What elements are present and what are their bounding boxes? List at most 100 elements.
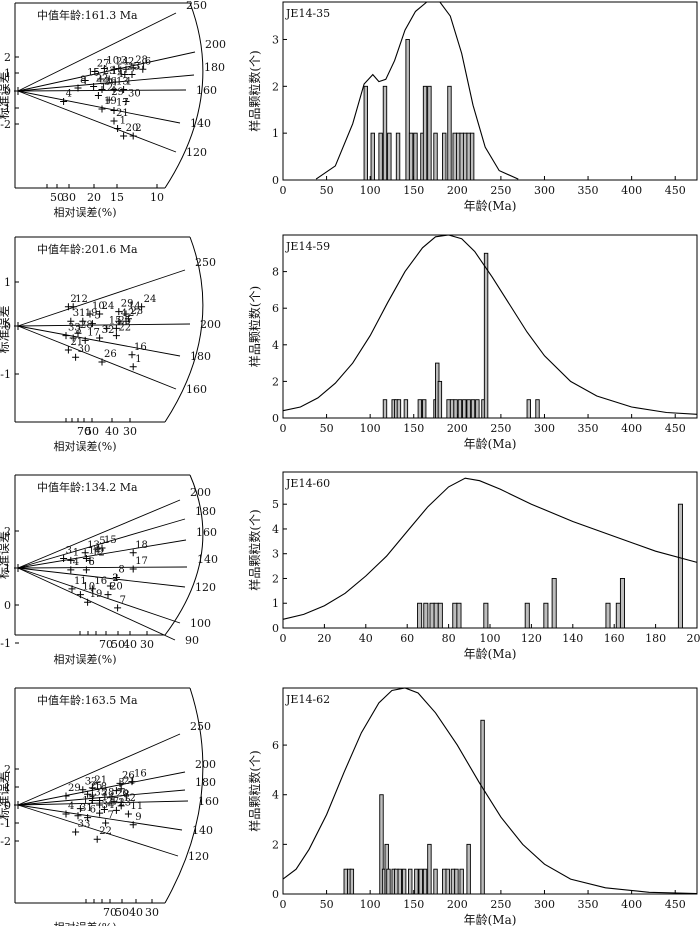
age-tick-label: 100 — [190, 617, 211, 630]
origin-cross — [14, 801, 22, 809]
x-tick-label: 0 — [280, 184, 287, 197]
point-label: 23 — [130, 306, 143, 317]
point-label: 14 — [102, 792, 115, 803]
data-point — [60, 555, 68, 562]
x-tick-label: 50 — [50, 191, 64, 204]
data-point — [96, 809, 104, 817]
data-point — [96, 334, 104, 342]
point-label: 16 — [134, 769, 147, 780]
point-label: 34 — [102, 800, 115, 811]
data-point — [129, 132, 137, 140]
bar — [433, 132, 438, 181]
x-tick-label: 30 — [140, 638, 154, 651]
x-tick-label: 50 — [111, 638, 125, 651]
x-tick-label: 350 — [578, 898, 599, 911]
data-point — [74, 329, 82, 337]
x-tick-label: 50 — [115, 906, 129, 919]
point-label: 24 — [116, 56, 129, 67]
data-point — [86, 556, 94, 564]
sample-title: JE14-59 — [285, 240, 330, 253]
point-label: 28 — [135, 55, 148, 66]
y-tick-label: 8 — [272, 266, 279, 279]
age-tick-label: 140 — [190, 117, 211, 130]
bar — [452, 132, 457, 181]
data-point — [106, 582, 114, 590]
data-point — [84, 814, 92, 822]
x-tick-label: 60 — [400, 632, 414, 645]
point-label: 4 — [66, 89, 72, 100]
data-point — [112, 332, 120, 340]
point-label: 1 — [73, 547, 79, 558]
point-label: 15 — [104, 535, 117, 546]
bar — [403, 399, 409, 419]
bar — [408, 132, 414, 181]
data-point — [116, 779, 124, 787]
x-tick-label: 70 — [99, 638, 113, 651]
point-label: 29 — [68, 783, 81, 794]
data-point — [114, 604, 122, 612]
y-tick-label: -2 — [0, 118, 11, 131]
data-point — [74, 84, 82, 92]
y-axis-label: 标准误差 — [0, 771, 11, 819]
y-tick-label: 2 — [4, 763, 11, 776]
x-tick-label: 100 — [360, 422, 381, 435]
bar — [447, 85, 452, 181]
point-label: 15 — [87, 68, 100, 79]
y-tick-label: 4 — [272, 523, 279, 536]
histogram-4: 0 50 100 150 200 250 300 350 400 450 0 2 4 6 JE14-62 年龄… — [247, 687, 698, 926]
age-tick-label: 200 — [190, 486, 211, 499]
x-tick-label: 0 — [280, 632, 287, 645]
data-point — [105, 96, 113, 104]
point-label: 23 — [103, 66, 116, 77]
point-label: 19 — [85, 308, 98, 319]
data-point — [129, 64, 137, 72]
point-label: 21 — [123, 776, 136, 787]
point-label: 11 — [130, 801, 143, 812]
data-point — [110, 65, 118, 73]
point-label: 7 — [108, 810, 114, 821]
density-curve — [282, 234, 698, 415]
age-ray — [17, 771, 186, 806]
origin-cross — [14, 564, 22, 572]
bar — [442, 132, 447, 181]
x-axis-label: 年龄(Ma) — [464, 437, 517, 451]
bar — [427, 85, 432, 181]
age-tick-label: 200 — [195, 758, 216, 771]
y-tick-label: -1 — [0, 102, 11, 115]
data-point — [62, 810, 70, 818]
x-tick-label: 350 — [578, 422, 599, 435]
y-tick-label: -2 — [0, 835, 11, 848]
point-label: 15 — [109, 315, 122, 326]
data-point — [60, 98, 68, 105]
x-tick-label: 400 — [621, 422, 642, 435]
sample-title: JE14-60 — [285, 477, 330, 490]
x-tick-label: 50 — [85, 425, 99, 438]
bar — [457, 399, 463, 419]
data-point — [91, 68, 99, 75]
x-tick-label: 400 — [621, 898, 642, 911]
y-tick-label: 1 — [272, 127, 279, 140]
point-label: 17 — [135, 556, 148, 567]
age-tick-label: 160 — [196, 84, 217, 97]
point-label: 28 — [80, 320, 93, 331]
x-tick-label: 40 — [105, 425, 119, 438]
age-tick-label: 120 — [188, 850, 209, 863]
y-tick-label: 1 — [4, 67, 11, 80]
bar — [363, 85, 368, 181]
point-label: 1 — [126, 77, 132, 88]
bar — [429, 602, 435, 629]
data-point — [86, 310, 94, 318]
point-label: 18 — [94, 782, 107, 793]
bar — [413, 132, 418, 181]
y-tick-label: 0 — [4, 799, 11, 812]
radial-age-arc — [164, 236, 204, 423]
x-axis-label: 相对误差(%) — [53, 205, 116, 219]
data-point — [79, 317, 87, 325]
point-label: 33 — [78, 819, 91, 830]
data-point — [120, 86, 128, 93]
age-ray — [17, 518, 186, 569]
data-point — [129, 363, 137, 371]
point-label: 24 — [144, 294, 157, 305]
plot-frame — [282, 1, 698, 181]
x-tick-label: 160 — [604, 632, 625, 645]
